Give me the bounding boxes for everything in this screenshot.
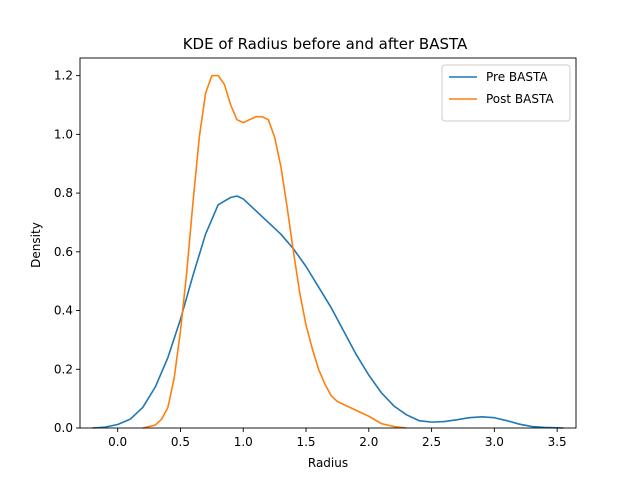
axes-layer: 0.0 0.5 1.0 1.5 2.0 2.5 3.0 3.5 0.0 0.2 0.4 0.6 0.8 1… [54, 57, 577, 449]
x-tick-label: 2.0 [359, 435, 378, 449]
y-axis-label: Density [29, 222, 43, 268]
series-line-0 [92, 195, 564, 429]
series-line-1 [142, 74, 407, 429]
legend: Pre BASTA Post BASTA [441, 64, 571, 122]
plot-frame [79, 57, 577, 429]
chart-title: KDE of Radius before and after BASTA [183, 35, 468, 53]
x-tick-label: 3.5 [548, 435, 567, 449]
x-tick-label: 3.0 [485, 435, 504, 449]
x-tick-label: 1.0 [234, 435, 253, 449]
series-layer [92, 74, 564, 429]
y-tick-label: 1.2 [54, 69, 73, 83]
y-tick-label: 1.0 [54, 127, 73, 141]
x-axis-label: Radius [308, 456, 348, 470]
legend-label-1: Post BASTA [486, 92, 554, 106]
x-tick-label: 2.5 [422, 435, 441, 449]
y-tick-label: 0.8 [54, 186, 73, 200]
legend-box [441, 64, 571, 122]
y-tick-label: 0.2 [54, 362, 73, 376]
y-tick-label: 0.0 [54, 421, 73, 435]
x-tick-label: 0.0 [108, 435, 127, 449]
y-tick-label: 0.6 [54, 245, 73, 259]
y-tick-label: 0.4 [54, 304, 73, 318]
x-tick-label: 0.5 [171, 435, 190, 449]
legend-label-0: Pre BASTA [486, 70, 548, 84]
x-tick-label: 1.5 [296, 435, 315, 449]
